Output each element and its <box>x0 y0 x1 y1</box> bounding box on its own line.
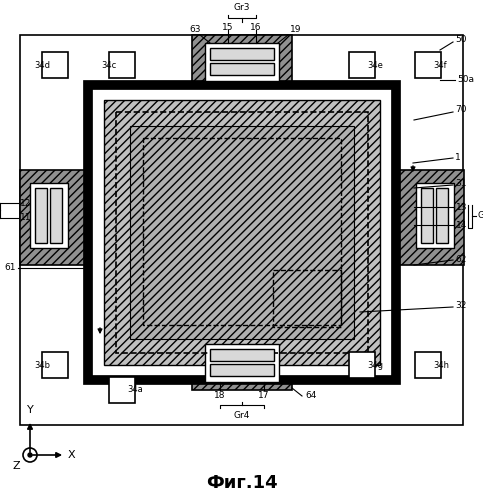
Bar <box>104 100 380 365</box>
Bar <box>396 170 464 265</box>
Text: X: X <box>68 450 76 460</box>
Bar <box>436 188 448 243</box>
Bar <box>210 364 274 376</box>
Text: 70: 70 <box>455 106 467 114</box>
Bar <box>35 188 47 243</box>
Bar <box>30 183 68 248</box>
Text: 1: 1 <box>455 152 461 162</box>
Text: 34d: 34d <box>34 60 50 70</box>
Bar <box>205 344 279 382</box>
Text: 11: 11 <box>20 214 31 222</box>
Bar <box>50 188 62 243</box>
Text: 50a: 50a <box>457 76 474 84</box>
Bar <box>210 63 274 75</box>
Text: 34f: 34f <box>433 60 447 70</box>
Bar <box>116 112 368 353</box>
Text: Gr2: Gr2 <box>478 212 483 220</box>
Text: 16: 16 <box>250 22 262 32</box>
Text: Фиг.14: Фиг.14 <box>206 474 277 492</box>
Text: 32: 32 <box>455 302 467 310</box>
Text: 19: 19 <box>290 26 301 35</box>
Text: 64: 64 <box>305 392 316 400</box>
Bar <box>20 35 463 425</box>
Text: 12: 12 <box>20 198 31 207</box>
Bar <box>42 352 68 378</box>
Text: 17: 17 <box>258 392 270 400</box>
Bar <box>192 35 292 93</box>
Text: 13: 13 <box>456 202 468 211</box>
Text: 18: 18 <box>214 392 226 400</box>
Text: 15: 15 <box>222 22 234 32</box>
Text: 34e: 34e <box>367 60 383 70</box>
Bar <box>415 52 441 78</box>
Text: Gr4: Gr4 <box>234 410 250 420</box>
Bar <box>349 352 375 378</box>
Text: 34b: 34b <box>34 360 50 370</box>
Text: 34g: 34g <box>367 360 383 370</box>
Bar <box>192 332 292 390</box>
Bar <box>88 85 396 380</box>
Text: 62: 62 <box>455 254 467 264</box>
Text: Y: Y <box>27 405 33 415</box>
Text: Z: Z <box>13 461 20 471</box>
Bar <box>205 43 279 81</box>
Text: 61: 61 <box>4 264 16 272</box>
Bar <box>421 188 433 243</box>
Text: 63: 63 <box>189 26 201 35</box>
Bar <box>210 349 274 361</box>
Bar <box>415 352 441 378</box>
Bar <box>416 183 454 248</box>
Text: 34h: 34h <box>433 360 449 370</box>
Bar <box>109 52 135 78</box>
Bar <box>273 270 341 327</box>
Bar <box>349 52 375 78</box>
Text: 14: 14 <box>456 220 468 230</box>
Text: 34a: 34a <box>127 386 143 394</box>
Text: 50: 50 <box>455 36 467 44</box>
Bar <box>130 126 354 339</box>
Circle shape <box>28 453 32 457</box>
Bar <box>109 377 135 403</box>
Text: Gr3: Gr3 <box>234 4 250 13</box>
Text: 31: 31 <box>455 180 467 188</box>
Bar <box>143 138 341 325</box>
Bar <box>42 52 68 78</box>
Text: 1: 1 <box>104 320 110 330</box>
Text: 34c: 34c <box>102 60 117 70</box>
Bar <box>210 48 274 60</box>
Bar <box>20 170 88 265</box>
